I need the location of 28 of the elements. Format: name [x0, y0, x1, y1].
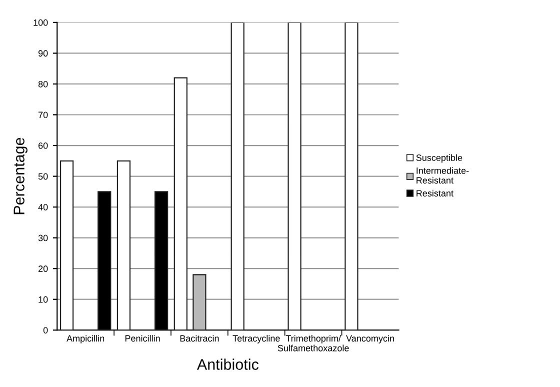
legend-label: Resistant: [416, 190, 454, 196]
bar: [192, 274, 206, 330]
y-tick-label: 80: [38, 80, 48, 88]
bar: [288, 22, 302, 330]
y-tick-label: 70: [38, 112, 48, 118]
x-tick-label: Ampicillin: [66, 334, 104, 344]
legend-label: Intermediate- Resistant: [416, 167, 469, 184]
y-axis-title: Percentage: [14, 138, 28, 214]
y-tick-label: 20: [38, 266, 48, 272]
bar: [174, 77, 188, 330]
y-tick-label: 10: [38, 296, 48, 303]
bar: [230, 22, 244, 330]
x-tick-label: Tetracycline: [232, 334, 280, 344]
bar: [344, 22, 358, 330]
bar: [116, 160, 131, 330]
y-tick-label: 100: [34, 19, 48, 26]
x-tick-label: Penicillin: [125, 334, 160, 342]
legend-label: Susceptible: [416, 154, 462, 163]
y-tick-label: 30: [38, 234, 48, 242]
x-axis-title: Antibiotic: [196, 358, 259, 370]
bar: [60, 160, 74, 330]
y-tick-label: 90: [38, 50, 48, 57]
y-tick-label: 60: [38, 142, 48, 149]
y-tick-label: 50: [38, 173, 48, 180]
x-tick-label: Bacitracin: [180, 334, 219, 342]
y-tick-label: 40: [38, 204, 48, 210]
y-tick-label: 0: [43, 327, 48, 334]
x-tick-label: Vancomycin: [346, 334, 394, 344]
